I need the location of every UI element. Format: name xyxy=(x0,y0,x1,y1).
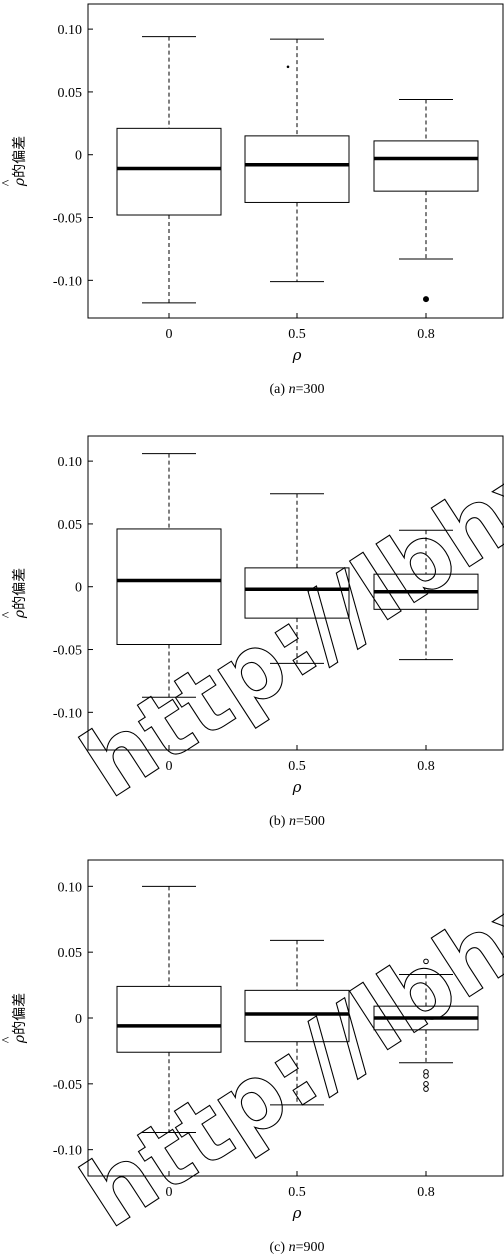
iqr-box xyxy=(374,141,478,191)
x-tick-label: 0.8 xyxy=(417,327,435,342)
x-axis-title: ρ xyxy=(292,346,302,364)
x-tick-label: 0.5 xyxy=(288,1185,306,1200)
y-axis-title: ρ的偏差 xyxy=(12,136,28,187)
y-tick-label: 0.10 xyxy=(58,455,83,470)
y-tick-label: 0.05 xyxy=(58,518,83,533)
x-tick-label: 0.5 xyxy=(288,759,306,774)
x-tick-label: 0.8 xyxy=(417,1185,435,1200)
y-tick-label: 0 xyxy=(75,581,82,596)
iqr-box xyxy=(117,128,221,215)
panel-caption: (b) n=500 xyxy=(269,814,325,829)
y-tick-label: 0.10 xyxy=(58,23,83,38)
x-tick-label: 0.8 xyxy=(417,759,435,774)
box-0.5 xyxy=(245,39,349,281)
panel-caption: (a) n=300 xyxy=(270,382,325,397)
y-axis-hat: ^ xyxy=(0,179,15,186)
y-axis-title: ρ的偏差 xyxy=(12,993,28,1044)
x-tick-label: 0.5 xyxy=(288,327,306,342)
y-axis-hat: ^ xyxy=(0,1036,15,1043)
iqr-box xyxy=(117,529,221,645)
y-axis-hat: ^ xyxy=(0,611,15,618)
y-tick-label: 0 xyxy=(75,149,82,164)
outlier-point xyxy=(424,1082,429,1087)
box-0.8 xyxy=(374,99,478,301)
y-tick-label: 0.10 xyxy=(58,880,83,895)
iqr-box xyxy=(117,986,221,1052)
iqr-box xyxy=(245,136,349,203)
outlier-point xyxy=(424,1074,429,1079)
y-tick-label: 0.05 xyxy=(58,946,83,961)
x-axis-title: ρ xyxy=(292,1204,302,1222)
outlier-point xyxy=(424,1087,429,1092)
x-tick-label: 0 xyxy=(166,327,173,342)
y-tick-label: -0.05 xyxy=(53,644,82,659)
y-tick-label: 0.05 xyxy=(58,86,83,101)
y-tick-label: -0.05 xyxy=(53,212,82,227)
y-axis-title: ρ的偏差 xyxy=(12,568,28,619)
outlier-point xyxy=(287,66,289,68)
x-axis-title: ρ xyxy=(292,778,302,796)
y-tick-label: -0.05 xyxy=(53,1078,82,1093)
y-tick-label: -0.10 xyxy=(53,274,82,289)
box-0 xyxy=(117,37,221,303)
panel-caption: (c) n=900 xyxy=(270,1240,325,1254)
panel-1: 0.10 0.05 0 -0.05 -0.10 0 0.5 0.8 ρ ρ的偏差^ (a) n=30… xyxy=(0,4,503,397)
outlier-point xyxy=(424,297,429,302)
y-tick-label: 0 xyxy=(75,1012,82,1027)
